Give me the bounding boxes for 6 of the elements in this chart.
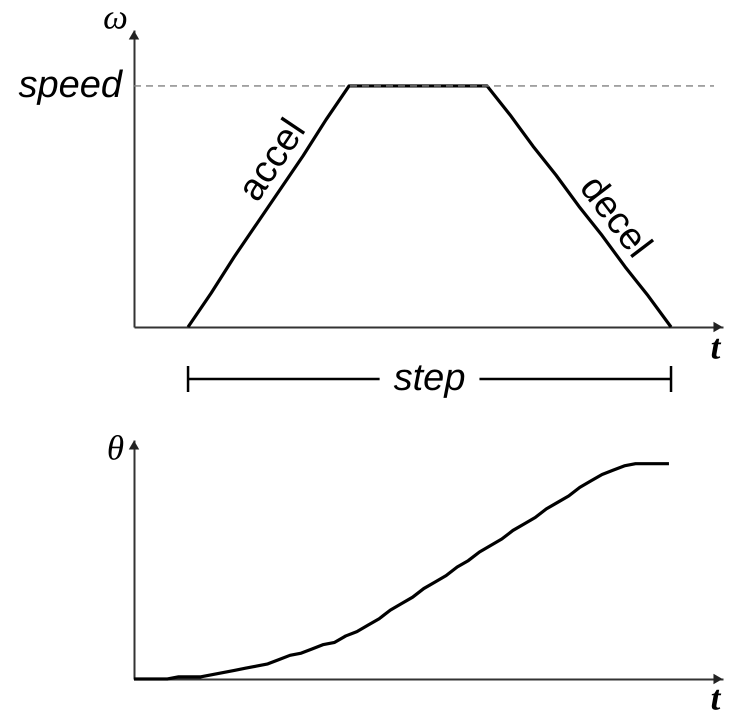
- x-axis-title: t: [710, 678, 722, 718]
- text: step: [394, 357, 466, 399]
- y-axis-title: ω: [103, 0, 128, 36]
- x-axis-title: t: [710, 328, 722, 366]
- ref-line-label: speed: [18, 64, 124, 106]
- y-axis-title: θ: [106, 428, 124, 468]
